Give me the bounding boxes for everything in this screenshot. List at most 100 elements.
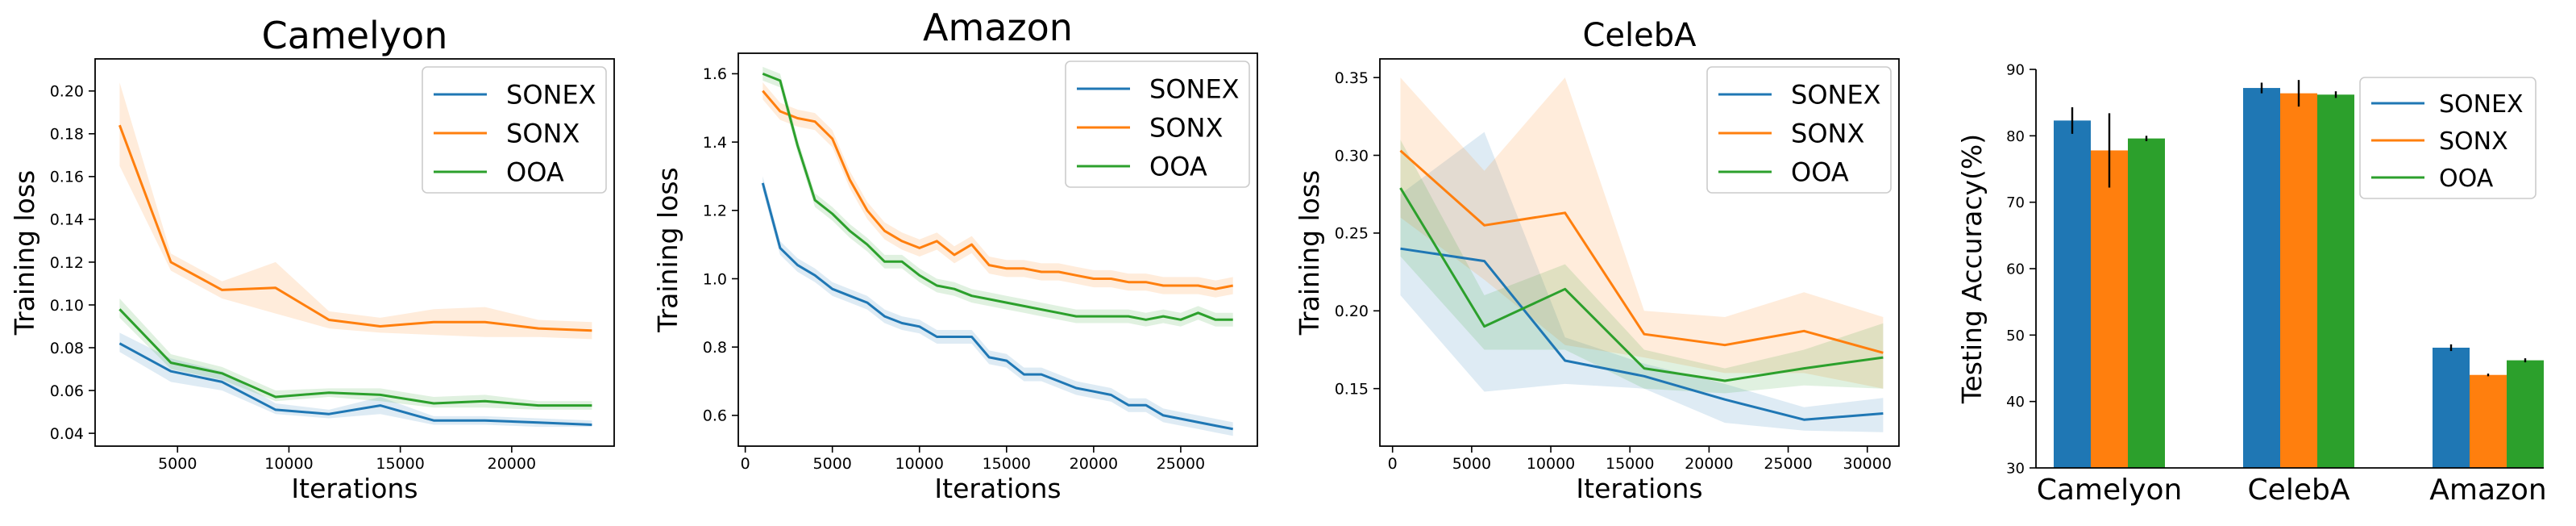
chart-panel-2: 0.6 0.8 1.0 1.2 1.4 1.6 0 5000 10000 15000 20000 25…: [652, 6, 1258, 504]
legend-label-sonx: SONX: [506, 119, 580, 149]
bar-sonx-celeba: [2280, 93, 2317, 468]
y-tick-label: 0.8: [703, 339, 727, 357]
chart-title: Amazon: [923, 6, 1073, 49]
legend-label-sonex: SONEX: [506, 80, 596, 111]
x-axis-label: Iterations: [934, 473, 1061, 504]
confidence-band-sonex: [119, 332, 592, 428]
series-line-ooa: [118, 308, 592, 407]
x-tick-label: 5000: [158, 455, 197, 473]
confidence-band-ooa: [762, 66, 1233, 327]
bar-sonex-celeba: [2243, 88, 2280, 468]
series-line-sonex: [118, 342, 592, 426]
x-tick-label: 20000: [488, 455, 536, 473]
x-tick-label: 5000: [813, 455, 852, 473]
chart-panel-4: 30 40 50 60 70 80 90 Camelyon CelebA Amazon SONEX S…: [1956, 61, 2547, 507]
series-line-ooa: [762, 73, 1233, 321]
series-line-ooa: [1399, 187, 1884, 382]
bar-sonex-amazon: [2433, 347, 2470, 468]
legend-label-ooa: OOA: [506, 157, 564, 188]
x-tick-label: 25000: [1764, 455, 1812, 473]
legend-label-ooa: OOA: [2439, 165, 2494, 193]
legend-label-sonx: SONX: [1149, 113, 1223, 144]
x-tick-label: 15000: [1606, 455, 1654, 473]
x-tick-label: 20000: [1685, 455, 1733, 473]
x-axis-label: Iterations: [1576, 473, 1702, 504]
confidence-band-sonx: [1400, 77, 1884, 389]
plot-frame: [1379, 58, 1900, 447]
category-label-celeba: CelebA: [2248, 474, 2350, 507]
category-label-amazon: Amazon: [2429, 474, 2547, 507]
confidence-band-ooa: [119, 298, 592, 410]
bar-sonex-camelyon: [2054, 120, 2091, 468]
series-line-sonx: [118, 124, 592, 332]
y-tick-label: 0.16: [50, 169, 84, 186]
y-tick-label: 60: [2006, 261, 2025, 278]
y-tick-label: 0.15: [1335, 381, 1369, 399]
y-tick-label: 0.30: [1335, 147, 1369, 165]
legend-box: [422, 66, 607, 194]
y-tick-label: 0.08: [50, 340, 84, 357]
y-tick-label: 0.35: [1335, 69, 1369, 87]
confidence-band-sonex: [1400, 132, 1884, 432]
legend-box: [1706, 66, 1892, 194]
bar-sonx-camelyon: [2091, 150, 2128, 469]
y-axis-label: Testing Accuracy(%): [1956, 134, 1988, 404]
x-tick-label: 10000: [1527, 455, 1575, 473]
x-tick-label: 15000: [983, 455, 1031, 473]
confidence-band-ooa: [1400, 140, 1884, 394]
legend-label-sonx: SONX: [2439, 127, 2508, 156]
x-axis-label: Iterations: [291, 473, 418, 504]
x-tick-label: 20000: [1070, 455, 1118, 473]
y-tick-label: 0.6: [703, 407, 727, 425]
plot-frame: [94, 58, 615, 447]
y-tick-label: 1.2: [703, 202, 727, 220]
legend-label-sonex: SONEX: [2439, 90, 2524, 119]
y-axis-label: Training loss: [652, 167, 683, 332]
x-tick-label: 0: [741, 455, 750, 473]
series-line-sonx: [1399, 149, 1884, 354]
series-line-sonx: [762, 90, 1233, 290]
y-tick-label: 70: [2006, 194, 2025, 211]
y-tick-label: 90: [2006, 61, 2025, 78]
legend-box: [2359, 77, 2537, 199]
y-tick-label: 0.04: [50, 425, 84, 443]
y-tick-label: 1.0: [703, 270, 727, 288]
legend-box: [1065, 61, 1250, 188]
legend-label-sonex: SONEX: [1791, 80, 1881, 111]
y-tick-label: 80: [2006, 128, 2025, 145]
y-tick-label: 0.06: [50, 382, 84, 400]
y-tick-label: 0.20: [1335, 303, 1369, 320]
category-label-camelyon: Camelyon: [2037, 474, 2183, 507]
series-line-sonex: [761, 182, 1233, 431]
chart-panel-1: 0.04 0.06 0.08 0.10 0.12 0.14 0.16 0.18 0.20 5000…: [9, 14, 615, 504]
x-tick-label: 0: [1388, 455, 1398, 473]
y-axis-label: Training loss: [9, 170, 40, 336]
y-axis-label: Training loss: [1294, 170, 1325, 336]
x-tick-label: 5000: [1452, 455, 1491, 473]
x-tick-label: 15000: [376, 455, 424, 473]
chart-panel-3: 0.15 0.20 0.25 0.30 0.35 0 5000 10000 15000 20000…: [1294, 17, 1900, 504]
y-tick-label: 50: [2006, 328, 2025, 344]
x-tick-label: 10000: [895, 455, 944, 473]
legend-label-ooa: OOA: [1791, 157, 1849, 188]
y-tick-label: 0.14: [50, 211, 84, 229]
chart-title: CelebA: [1582, 17, 1697, 54]
x-tick-label: 25000: [1157, 455, 1205, 473]
legend-label-sonx: SONX: [1791, 119, 1864, 149]
x-tick-label: 10000: [264, 455, 313, 473]
y-tick-label: 30: [2006, 460, 2025, 477]
y-tick-label: 40: [2006, 394, 2025, 411]
y-tick-label: 0.12: [50, 254, 84, 272]
legend-label-ooa: OOA: [1149, 152, 1207, 182]
bar-ooa-camelyon: [2128, 138, 2165, 469]
y-tick-label: 0.25: [1335, 225, 1369, 243]
y-tick-label: 0.10: [50, 297, 84, 315]
x-tick-label: 30000: [1843, 455, 1892, 473]
plot-frame: [737, 52, 1258, 447]
legend-label-sonex: SONEX: [1149, 74, 1240, 105]
y-tick-label: 0.18: [50, 126, 84, 144]
chart-title: Camelyon: [262, 14, 448, 57]
bar-ooa-amazon: [2507, 360, 2544, 468]
series-line-sonex: [1400, 247, 1884, 421]
